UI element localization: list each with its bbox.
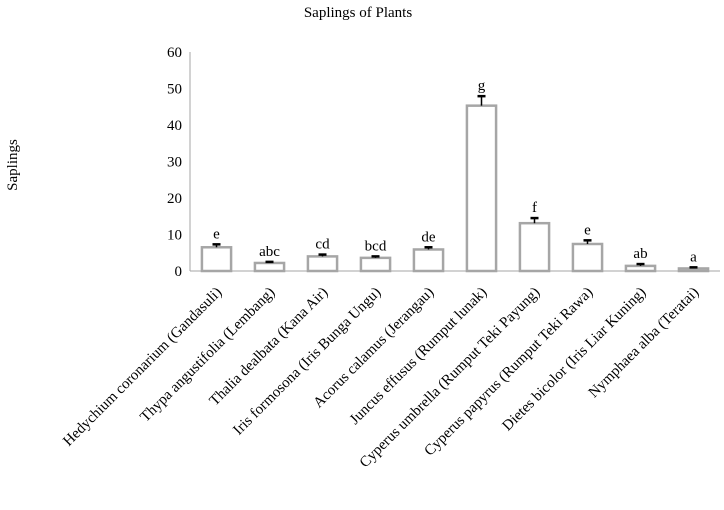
y-tick-label: 20 <box>167 191 182 207</box>
axes <box>189 52 720 272</box>
y-tick-label: 30 <box>167 155 182 171</box>
bars: e abc cd bcd de g f e ab a <box>200 78 710 273</box>
bar <box>518 221 551 273</box>
significance-label: cd <box>315 237 330 253</box>
bar <box>306 255 339 273</box>
y-tick-label: 50 <box>167 82 182 98</box>
y-tick-label: 40 <box>167 118 182 134</box>
significance-label: g <box>478 78 486 94</box>
significance-label: a <box>690 249 697 265</box>
significance-label: e <box>584 222 591 238</box>
significance-label: abc <box>259 244 280 260</box>
significance-label: de <box>421 229 436 245</box>
bar <box>253 261 286 273</box>
significance-label: e <box>213 226 220 242</box>
bar <box>465 104 498 273</box>
chart-title: Saplings of Plants <box>304 5 413 21</box>
significance-label: bcd <box>365 238 387 254</box>
y-axis-label: Saplings <box>5 139 21 191</box>
y-tick-label: 10 <box>167 228 182 244</box>
bar <box>624 264 657 273</box>
significance-label: f <box>532 200 537 216</box>
y-tick-label: 0 <box>175 264 183 280</box>
category-labels: Hedychium coronarium (Gandasuli)Thypa an… <box>60 285 702 472</box>
bar <box>200 246 233 273</box>
bar <box>359 256 392 273</box>
y-tick-label: 60 <box>167 45 182 61</box>
x-tick-label: Nymphaea alba (Teratai) <box>586 285 703 402</box>
y-axis-ticks: 0 10 20 30 40 50 60 <box>167 45 182 280</box>
bar <box>412 248 445 273</box>
bar <box>571 242 604 273</box>
significance-label: ab <box>633 246 647 262</box>
